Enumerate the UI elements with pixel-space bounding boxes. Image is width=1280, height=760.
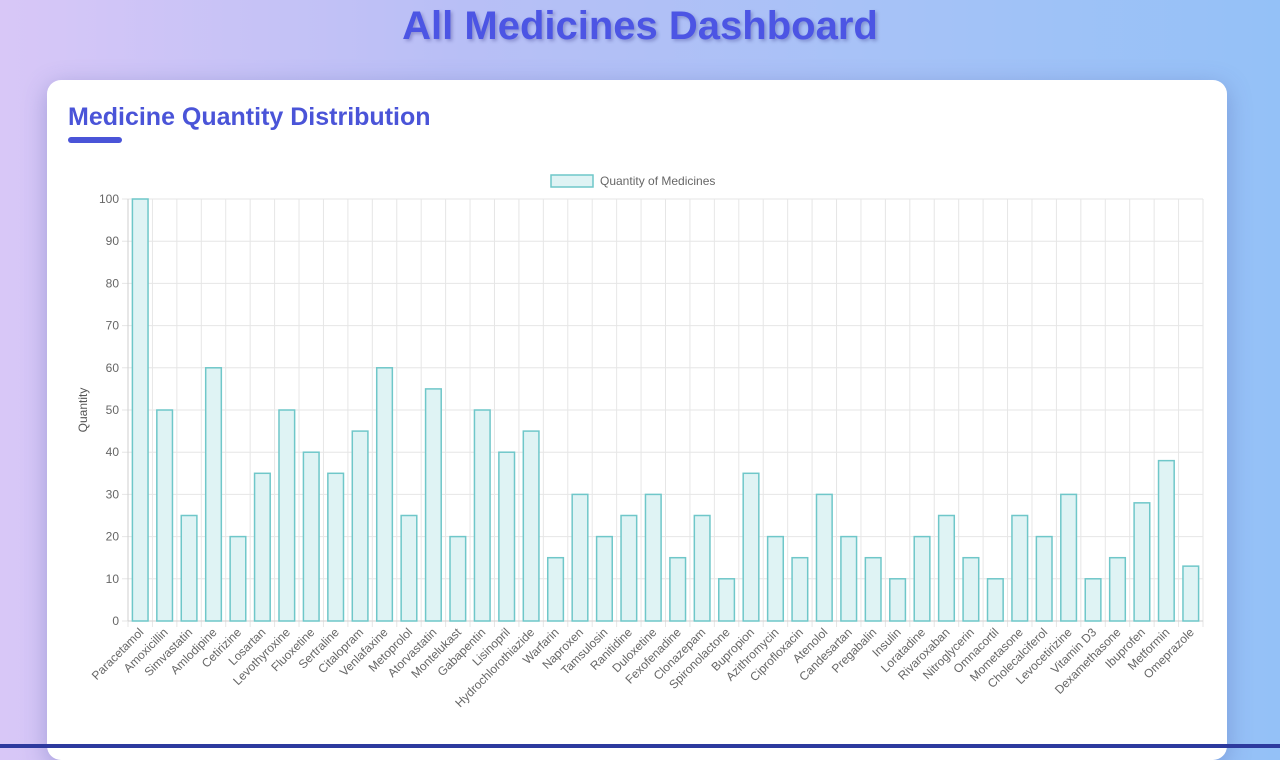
bar-spironolactone bbox=[718, 578, 736, 622]
bar-cetirizine bbox=[229, 535, 247, 622]
bar-nitroglycerin bbox=[962, 556, 980, 622]
bar-loratadine bbox=[913, 535, 931, 622]
y-tick-label: 70 bbox=[106, 319, 120, 333]
bar-hydrochlorothiazide bbox=[522, 430, 540, 622]
title-underline bbox=[68, 137, 122, 143]
y-tick-label: 40 bbox=[106, 445, 120, 459]
bar-gabapentin bbox=[473, 409, 491, 622]
bar-insulin bbox=[889, 578, 907, 622]
legend-swatch bbox=[550, 174, 594, 188]
y-tick-label: 20 bbox=[106, 530, 120, 544]
bar-cholecalciferol bbox=[1035, 535, 1053, 622]
bar-rivaroxaban bbox=[937, 514, 956, 622]
bar-fexofenadine bbox=[669, 556, 687, 622]
bar-sertraline bbox=[327, 472, 345, 622]
bar-pregabalin bbox=[864, 556, 882, 622]
bar-venlafaxine bbox=[375, 367, 394, 622]
bar-fluoxetine bbox=[302, 451, 320, 622]
bar-montelukast bbox=[449, 535, 467, 622]
bar-levocetirizine bbox=[1060, 493, 1078, 622]
y-tick-label: 100 bbox=[99, 192, 119, 206]
bar-metformin bbox=[1157, 459, 1175, 622]
bar-naproxen bbox=[571, 493, 589, 622]
bar-tamsulosin bbox=[595, 535, 613, 622]
y-tick-label: 80 bbox=[106, 276, 120, 290]
y-axis-title: Quantity bbox=[76, 388, 90, 433]
bar-lisinopril bbox=[498, 451, 516, 622]
y-tick-label: 50 bbox=[106, 403, 120, 417]
y-tick-label: 30 bbox=[106, 487, 120, 501]
bottom-edge-bar bbox=[0, 744, 1280, 748]
bar-ciprofloxacin bbox=[791, 556, 809, 622]
bar-candesartan bbox=[840, 535, 858, 622]
bar-losartan bbox=[253, 472, 271, 622]
bar-ranitidine bbox=[620, 514, 638, 622]
bar-dexamethasone bbox=[1108, 556, 1127, 622]
bar-atorvastatin bbox=[424, 388, 442, 622]
bar-omnacortil bbox=[986, 578, 1004, 622]
bar-amoxicillin bbox=[156, 409, 174, 622]
y-tick-label: 60 bbox=[106, 361, 120, 375]
card-title: Medicine Quantity Distribution bbox=[68, 103, 431, 131]
bar-atenolol bbox=[815, 493, 833, 622]
bar-warfarin bbox=[546, 556, 565, 622]
page-title: All Medicines Dashboard bbox=[402, 4, 878, 48]
bar-azithromycin bbox=[766, 535, 785, 622]
y-tick-label: 0 bbox=[112, 614, 119, 628]
bar-omeprazole bbox=[1182, 565, 1200, 622]
legend-label: Quantity of Medicines bbox=[600, 174, 715, 188]
bar-citalopram bbox=[351, 430, 369, 622]
y-tick-label: 10 bbox=[106, 572, 120, 586]
bar-mometasone bbox=[1011, 514, 1029, 622]
bar-ibuprofen bbox=[1133, 502, 1151, 622]
y-tick-label: 90 bbox=[106, 234, 120, 248]
bar-duloxetine bbox=[644, 493, 662, 622]
bar-metoprolol bbox=[400, 514, 418, 622]
bar-levothyroxine bbox=[278, 409, 296, 622]
bar-simvastatin bbox=[180, 514, 198, 622]
bar-amlodipine bbox=[204, 367, 223, 622]
bar-bupropion bbox=[742, 472, 760, 622]
bar-clonazepam bbox=[693, 514, 711, 622]
bar-vitamin-d3 bbox=[1084, 578, 1102, 622]
bar-paracetamol bbox=[131, 198, 149, 622]
chart-card: Medicine Quantity Distribution bbox=[47, 80, 1227, 760]
